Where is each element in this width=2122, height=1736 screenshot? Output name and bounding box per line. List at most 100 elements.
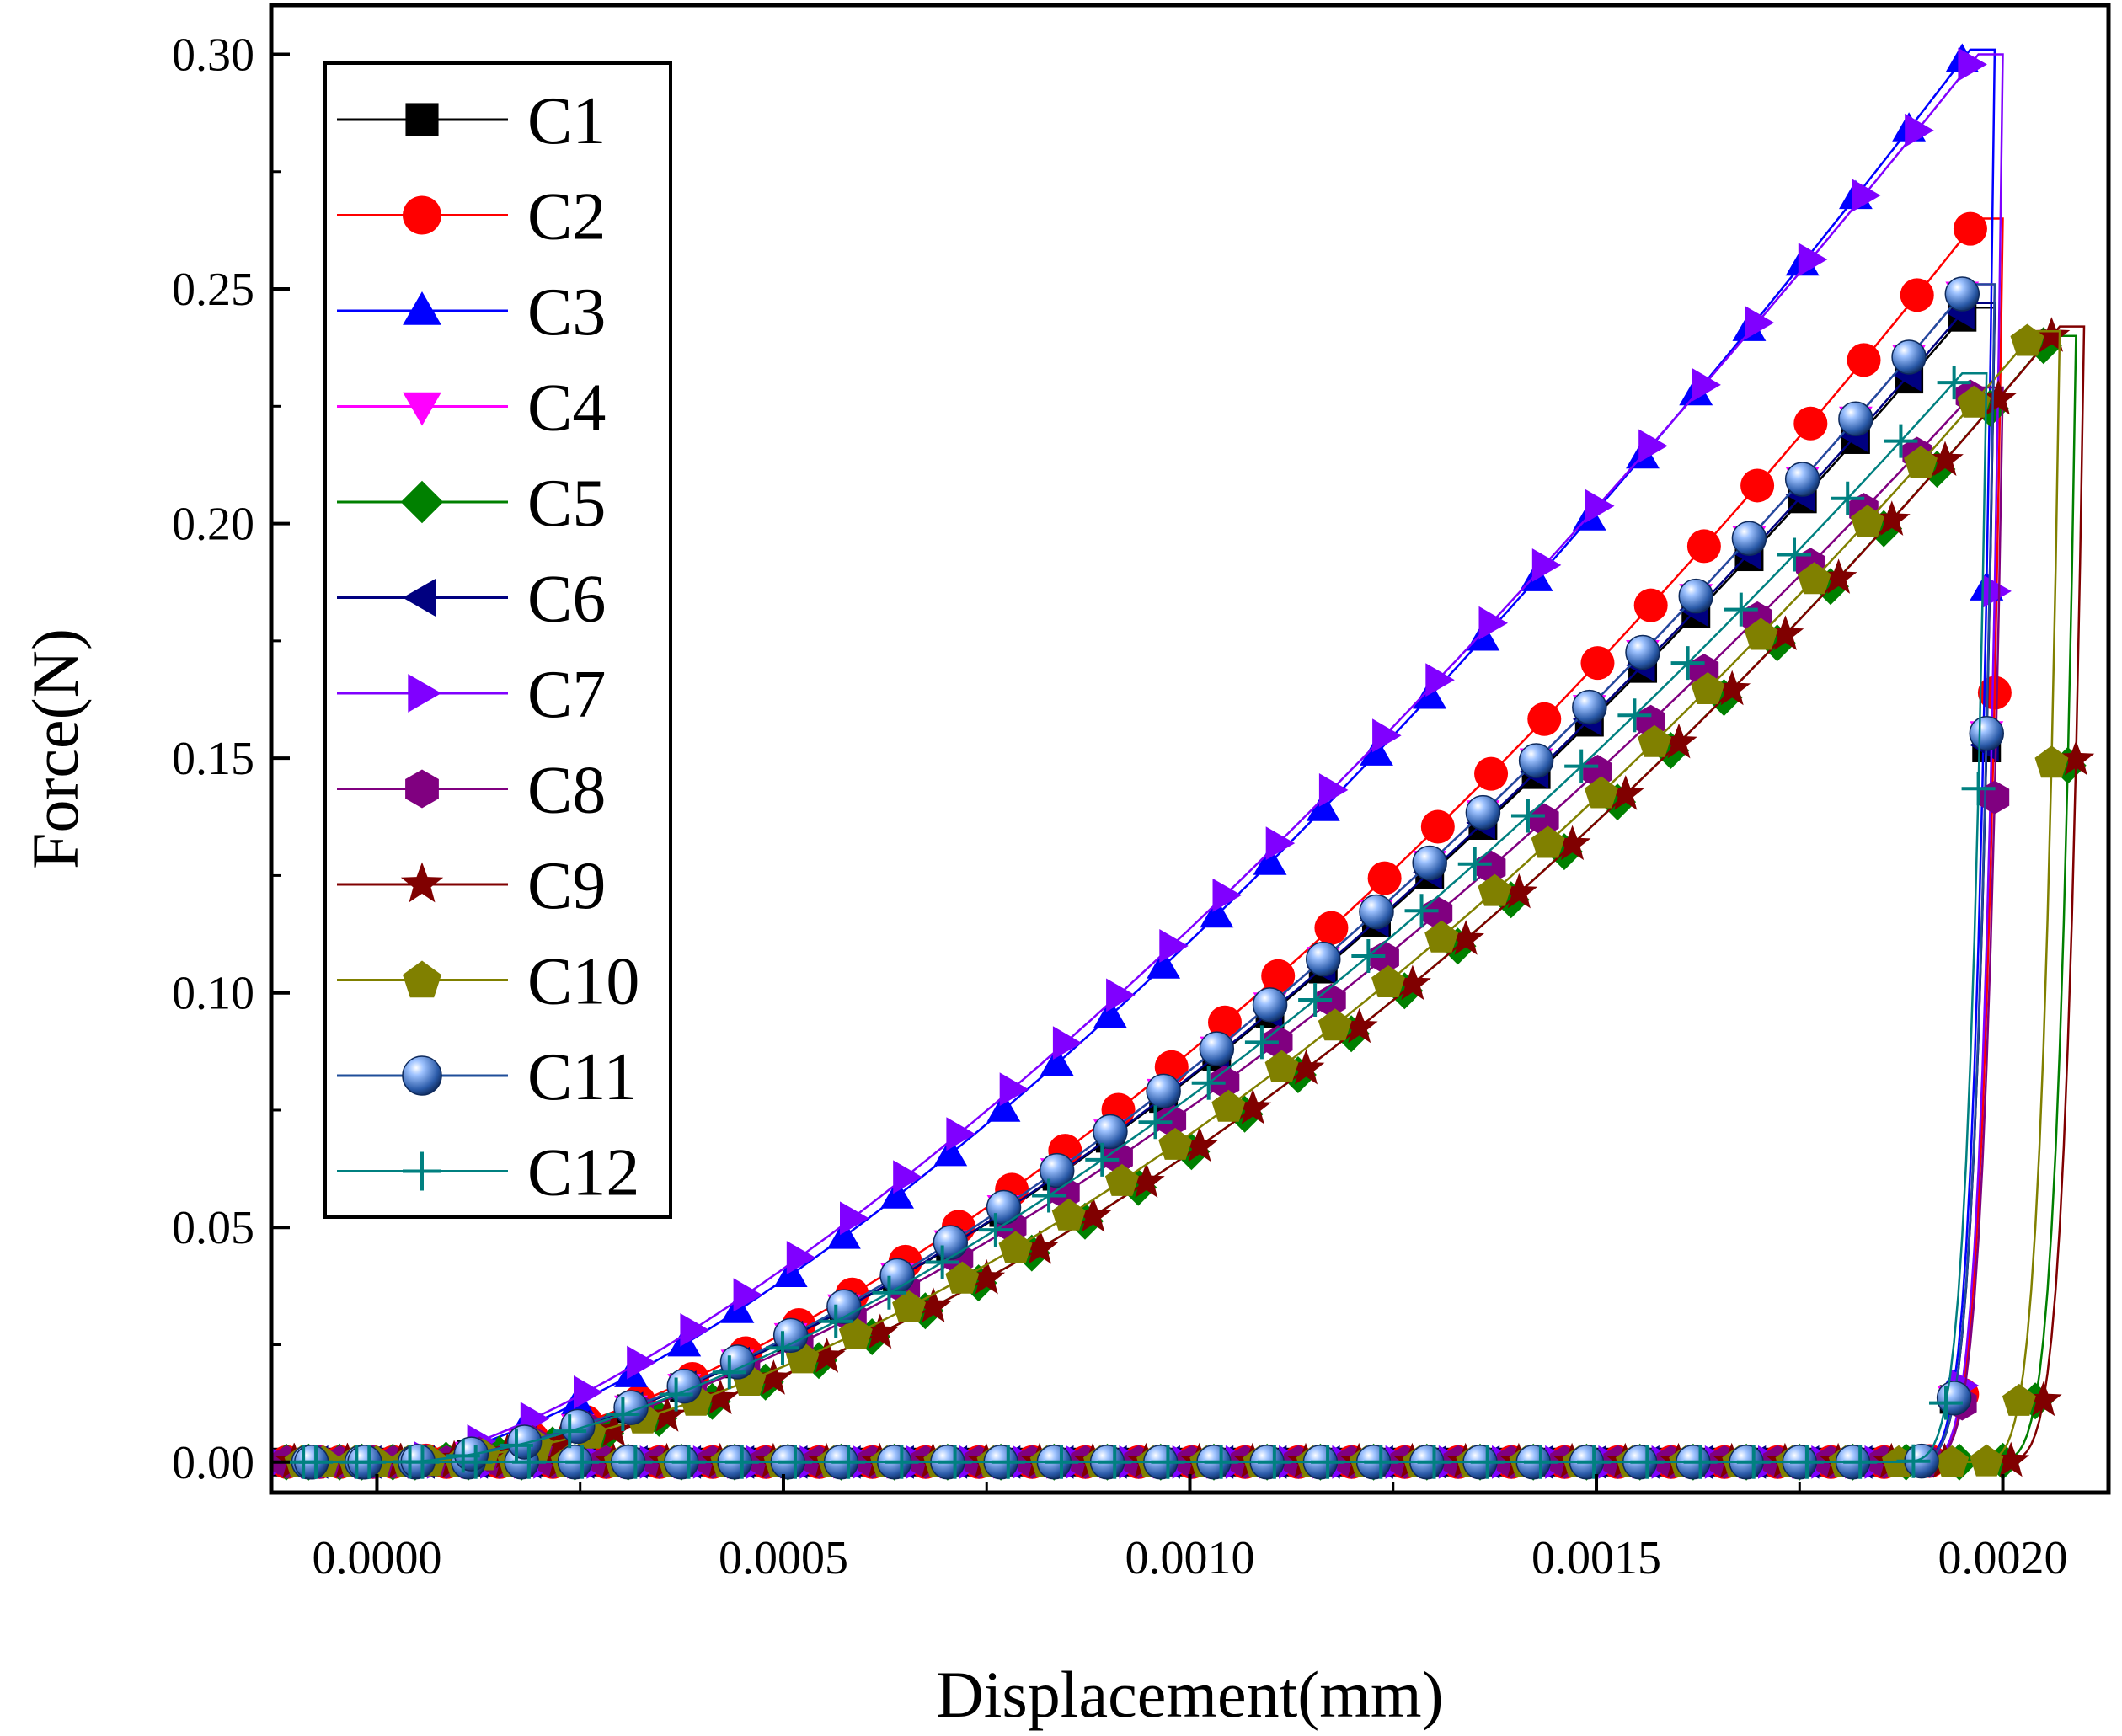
point-c11-load-31 xyxy=(1936,1381,1972,1416)
legend-marker-c12 xyxy=(403,1151,441,1191)
point-c2-unload-7 xyxy=(1580,646,1615,681)
point-c9-unload-25 xyxy=(702,1379,740,1414)
point-c10-unload-16 xyxy=(1158,1127,1193,1160)
point-c12-unload-23 xyxy=(712,1355,746,1390)
point-c2-unload-12 xyxy=(1314,911,1349,945)
point-c12-unload-27 xyxy=(499,1428,533,1462)
point-c7-unload-0 xyxy=(1958,47,1987,82)
point-c12-load-31 xyxy=(1928,1386,1963,1420)
point-c10-unload-14 xyxy=(1264,1050,1299,1082)
point-c12-unload-31 xyxy=(286,1445,321,1479)
point-c7-unload-22 xyxy=(786,1241,816,1274)
point-c12-load-5 xyxy=(565,1445,600,1479)
point-c7-unload-14 xyxy=(1212,878,1242,912)
point-c2-unload-13 xyxy=(1261,959,1296,993)
point-c2-unload-11 xyxy=(1367,861,1402,895)
point-c7-unload-1 xyxy=(1905,113,1934,147)
point-c11-unload-11 xyxy=(1359,894,1394,930)
point-c11-unload-0 xyxy=(1944,276,1980,312)
point-c12-unload-18 xyxy=(978,1213,1013,1247)
point-c12-unload-13 xyxy=(1244,1025,1279,1060)
point-c7-unload-19 xyxy=(946,1117,975,1151)
legend-item-c1: C1 xyxy=(337,84,606,158)
point-c12-unload-2 xyxy=(1831,481,1865,515)
legend-label-c12: C12 xyxy=(527,1136,639,1210)
point-c3-unload-15 xyxy=(1147,949,1181,979)
point-c12-unload-20 xyxy=(872,1275,906,1310)
point-c12-unload-9 xyxy=(1457,847,1492,881)
point-c10-unload-8 xyxy=(1584,776,1618,809)
point-c8-unload-16 xyxy=(1104,1140,1133,1175)
point-c9-unload-19 xyxy=(1021,1229,1059,1264)
legend-label-c7: C7 xyxy=(527,658,606,732)
point-c9-load-34 xyxy=(2057,740,2095,776)
point-c7-unload-17 xyxy=(1052,1026,1082,1060)
legend-item-c9: C9 xyxy=(337,849,606,923)
point-c11-unload-13 xyxy=(1252,987,1288,1023)
point-c12-unload-28 xyxy=(446,1439,480,1473)
point-c10-load-33 xyxy=(2002,1383,2036,1416)
point-c7-unload-11 xyxy=(1372,718,1402,753)
legend-marker-c2 xyxy=(403,195,441,235)
point-c12-load-27 xyxy=(1736,1445,1771,1479)
point-c10-unload-13 xyxy=(1318,1008,1352,1041)
point-c7-unload-21 xyxy=(840,1201,869,1236)
point-c12-load-19 xyxy=(1311,1445,1345,1479)
legend-marker-c7 xyxy=(408,674,441,713)
point-c12-unload-1 xyxy=(1884,424,1918,458)
point-c3-unload-19 xyxy=(933,1136,968,1167)
point-c7-unload-5 xyxy=(1692,367,1721,402)
x-axis-label: Displacement(mm) xyxy=(936,1658,1443,1731)
legend-marker-c11 xyxy=(402,1055,442,1096)
point-c11-unload-14 xyxy=(1199,1031,1235,1066)
legend-label-c4: C4 xyxy=(527,371,606,446)
y-tick-label-3: 0.15 xyxy=(172,733,254,785)
legend-item-c8: C8 xyxy=(337,754,606,828)
point-c9-unload-10 xyxy=(1500,873,1538,909)
point-c9-unload-5 xyxy=(1767,615,1804,650)
point-c9-unload-1 xyxy=(1980,379,2018,415)
point-c7-unload-4 xyxy=(1745,306,1775,339)
point-c12-unload-10 xyxy=(1404,894,1439,928)
x-tick-label-3: 0.0015 xyxy=(1531,1532,1661,1584)
point-c12-unload-8 xyxy=(1510,799,1545,833)
legend-item-c10: C10 xyxy=(337,945,639,1019)
point-c11-unload-4 xyxy=(1731,521,1767,556)
point-c2-unload-1 xyxy=(1900,278,1934,312)
legend-label-c9: C9 xyxy=(527,849,606,923)
series-c12 xyxy=(279,366,1996,1479)
point-c12-unload-17 xyxy=(1032,1178,1066,1213)
point-c12-load-6 xyxy=(618,1445,653,1479)
point-c11-unload-9 xyxy=(1465,794,1501,831)
point-c7-unload-7 xyxy=(1585,489,1615,523)
point-c12-load-16 xyxy=(1151,1445,1185,1479)
point-c11-unload-1 xyxy=(1891,339,1927,375)
point-c9-load-32 xyxy=(1992,1441,2030,1477)
point-c9-unload-11 xyxy=(1447,920,1484,955)
point-c12-unload-3 xyxy=(1777,537,1812,572)
point-c9-unload-7 xyxy=(1660,723,1697,759)
point-c10-unload-1 xyxy=(1957,385,1991,418)
point-c10-unload-17 xyxy=(1104,1163,1139,1196)
point-c10-load-34 xyxy=(2034,745,2069,778)
point-c12-load-8 xyxy=(724,1445,759,1479)
point-c3-unload-22 xyxy=(773,1258,808,1287)
legend-item-c4: C4 xyxy=(337,371,606,446)
point-c9-unload-17 xyxy=(1128,1162,1165,1198)
point-c12-load-21 xyxy=(1417,1445,1451,1479)
point-c3-unload-11 xyxy=(1360,736,1393,766)
y-tick-label-0: 0.00 xyxy=(172,1437,254,1489)
legend-item-c3: C3 xyxy=(337,275,606,350)
point-c7-unload-24 xyxy=(680,1313,709,1347)
y-tick-label-2: 0.10 xyxy=(172,968,254,1020)
point-c9-unload-24 xyxy=(755,1359,793,1395)
point-c12-load-15 xyxy=(1098,1445,1132,1479)
point-c2-unload-2 xyxy=(1847,343,1881,377)
point-c12-load-11 xyxy=(885,1445,919,1479)
point-c12-load-13 xyxy=(991,1445,1025,1479)
point-c9-load-33 xyxy=(2024,1381,2062,1417)
point-c2-unload-6 xyxy=(1633,588,1668,622)
y-tick-label-6: 0.30 xyxy=(172,29,254,81)
point-c10-load-31 xyxy=(1935,1445,1970,1477)
point-c7-unload-25 xyxy=(627,1345,656,1380)
